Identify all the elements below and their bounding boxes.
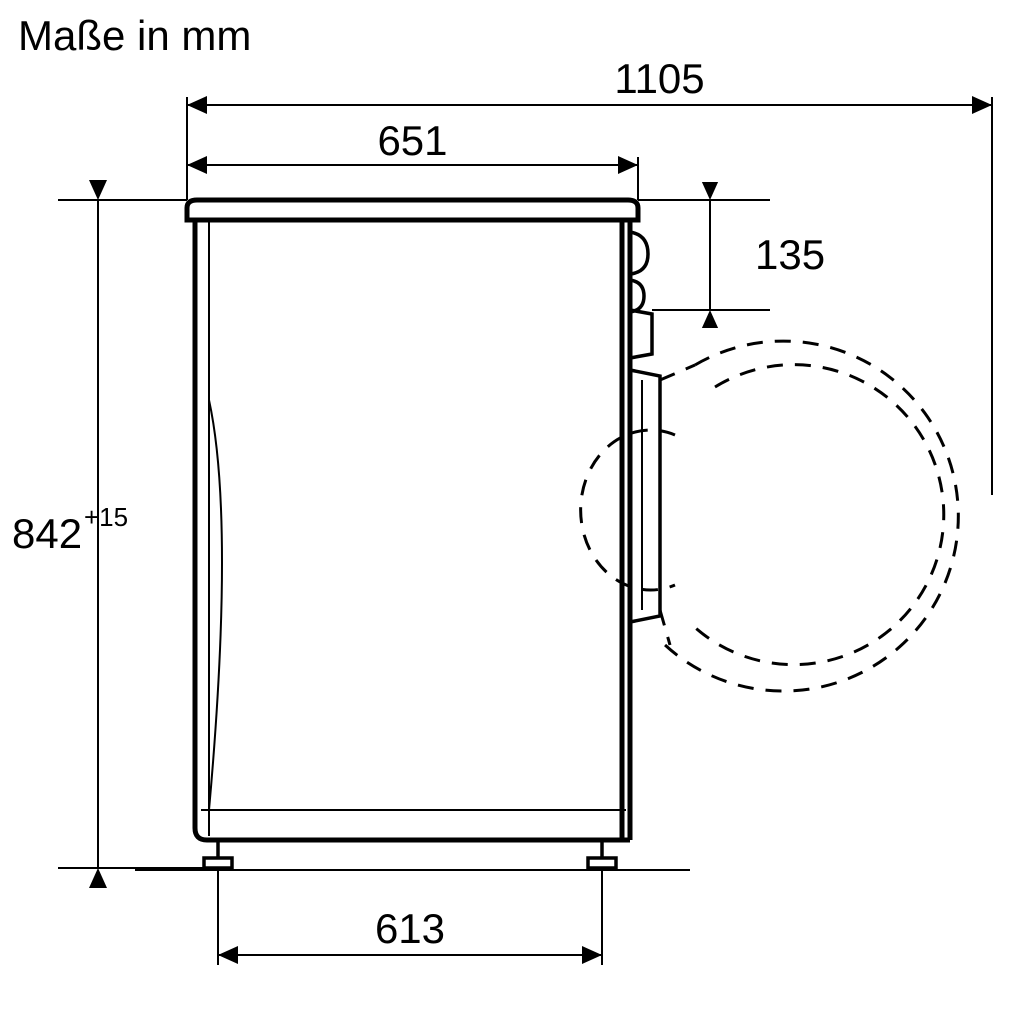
door-swing-inner xyxy=(689,365,944,665)
dim-value-height-tol: +15 xyxy=(84,502,128,532)
dim-value-height: 842 xyxy=(12,510,82,557)
dim-value-1105: 1105 xyxy=(614,55,704,102)
dim-value-651: 651 xyxy=(377,117,447,164)
dim-value-613: 613 xyxy=(375,905,445,952)
appliance-body xyxy=(195,220,622,840)
dim-value-135: 135 xyxy=(755,231,825,278)
title-label: Maße in mm xyxy=(18,12,251,59)
door-swing-outer xyxy=(665,341,958,691)
